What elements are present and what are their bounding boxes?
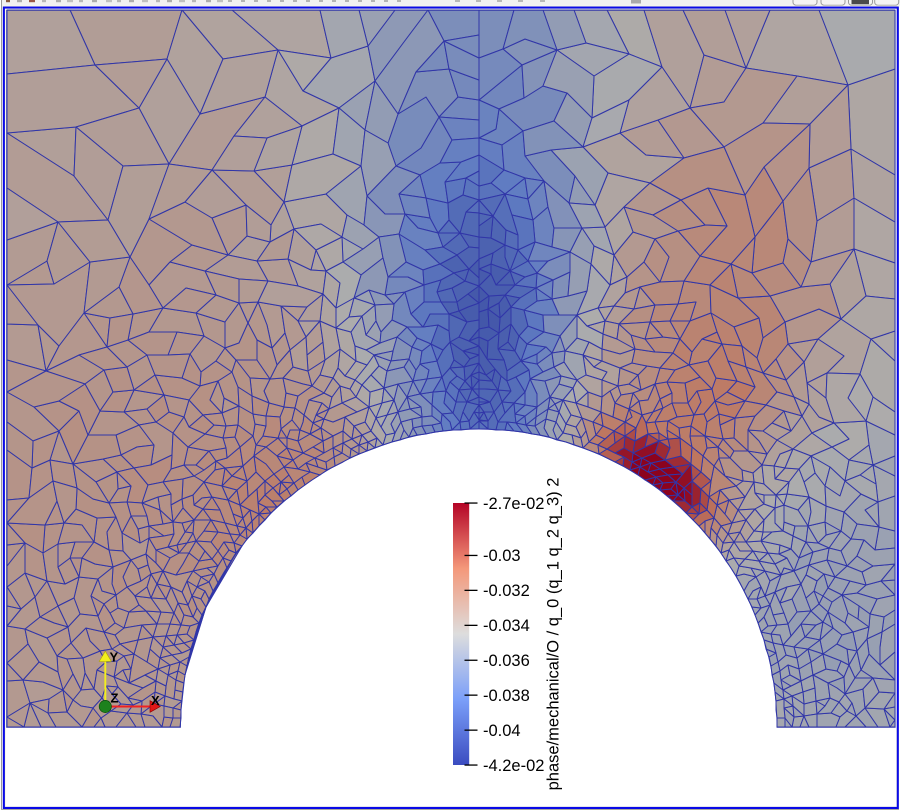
svg-text:X: X [151, 693, 160, 708]
svg-text:-0.036: -0.036 [483, 652, 530, 670]
svg-text:-2.7e-02: -2.7e-02 [483, 495, 544, 513]
svg-text:Y: Y [110, 650, 119, 665]
svg-text:-0.038: -0.038 [483, 687, 530, 705]
svg-text:-0.032: -0.032 [483, 582, 530, 600]
svg-text:phase/mechanical/O / q_0 (q_1: phase/mechanical/O / q_0 (q_1 q_2 q_3) 2 [545, 478, 563, 791]
svg-text:-4.2e-02: -4.2e-02 [483, 757, 544, 775]
svg-text:-0.03: -0.03 [483, 547, 521, 565]
svg-text:-0.04: -0.04 [483, 722, 521, 740]
svg-text:Z: Z [111, 691, 119, 706]
svg-text:-0.034: -0.034 [483, 617, 530, 635]
